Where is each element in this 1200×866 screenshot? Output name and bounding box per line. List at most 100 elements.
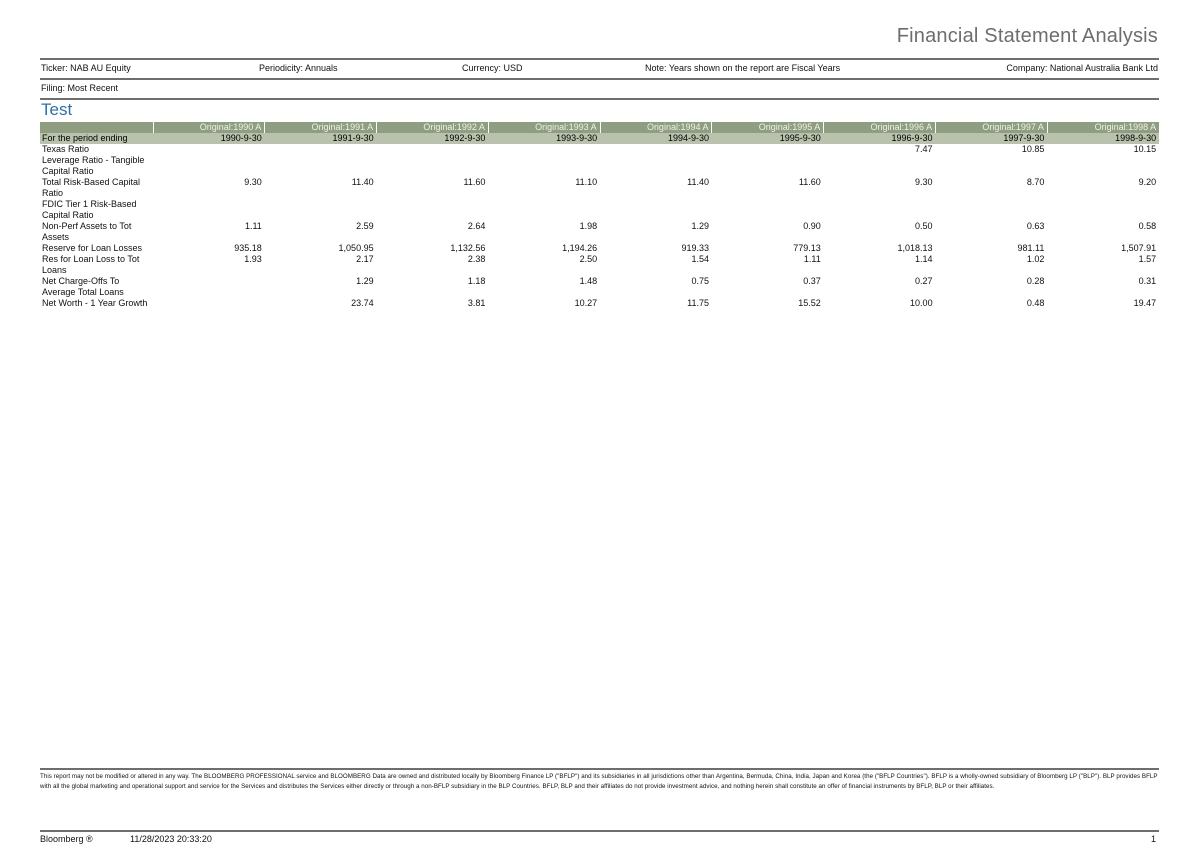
column-header: Original:1997 A [935,122,1048,133]
filing-label: Filing: Most Recent [41,83,119,93]
cell-value: 0.28 [1026,276,1045,286]
cell-value: 19.47 [1133,298,1157,308]
cell-value: 10.15 [1133,144,1157,154]
cell-value: 0.48 [1026,298,1045,308]
cell-value: 0.90 [803,221,821,231]
cell-value: 1.29 [691,221,709,231]
cell-value: 1.02 [1026,254,1045,264]
row-label: Non-Perf Assets to Tot Assets [42,221,132,242]
cell-value [265,144,377,155]
period-date: 1995-9-30 [711,133,824,144]
cell-value: 1.48 [579,276,598,286]
row-label: Net Worth - 1 Year Growth [42,298,148,308]
period-ending-row: For the period ending 1990-9-30 1991-9-3… [40,133,1160,144]
periodicity-label: Periodicity: Annuals [259,63,338,73]
ticker-label: Ticker: NAB AU Equity [41,63,131,73]
cell-value: 0.37 [803,276,821,286]
column-header: Original:1991 A [264,122,377,133]
row-label: Net Charge-Offs To Average Total Loans [42,276,124,297]
period-date: 1991-9-30 [264,133,377,144]
cell-value [600,144,712,155]
row-label: Reserve for Loan Losses [42,243,143,253]
cell-value: 8.70 [1026,177,1045,187]
cell-value [712,155,824,177]
cell-value: 1,018.13 [897,243,933,253]
period-ending-label: For the period ending [40,133,153,144]
cell-value: 7.47 [915,144,933,154]
cell-value [824,155,936,177]
cell-value: 2.59 [356,221,374,231]
legal-disclaimer: This report may not be modified or alter… [40,773,1158,790]
period-date: 1998-9-30 [1047,133,1160,144]
cell-value: 1.11 [803,254,821,264]
cell-value: 1.14 [915,254,933,264]
cell-value: 1.18 [467,276,486,286]
cell-value: 9.30 [915,177,933,187]
cell-value [153,276,265,298]
cell-value: 10.85 [1021,144,1045,154]
table-row: Total Risk-Based Capital Ratio 9.30 11.40 1… [40,177,1159,199]
column-header: Original:1994 A [599,122,712,133]
cell-value [153,144,265,155]
cell-value: 919.33 [681,243,709,253]
currency-label: Currency: USD [462,63,523,73]
financial-data-table: Original:1990 A Original:1991 A Original… [40,122,1160,309]
table-row: Net Worth - 1 Year Growth 23.74 3.81 10.27 1… [40,298,1159,309]
cell-value: 1.93 [244,254,262,264]
divider [40,768,1159,770]
cell-value: 1.11 [244,221,262,231]
cell-value: 1,050.95 [338,243,374,253]
row-label: Leverage Ratio - Tangible Capital Ratio [42,155,145,176]
cell-value [377,144,489,155]
table-row: Reserve for Loan Losses 935.18 1,050.95 1,1… [40,243,1159,254]
cell-value: 11.60 [463,177,486,187]
cell-value [936,199,1048,221]
cell-value: 10.27 [574,298,598,308]
cell-value [600,155,712,177]
column-header: Original:1993 A [487,122,601,133]
cell-value: 11.40 [351,177,374,187]
cell-value [488,155,600,177]
cell-value: 1,194.26 [562,243,598,253]
cell-value: 0.58 [1138,221,1157,231]
cell-value [824,199,936,221]
cell-value: 2.50 [579,254,598,264]
divider [40,78,1159,80]
period-date: 1994-9-30 [600,133,712,144]
cell-value [265,199,377,221]
table-row: Res for Loan Loss to Tot Loans 1.93 2.17 2.… [40,254,1159,276]
cell-value: 0.63 [1026,221,1045,231]
fiscal-year-note: Note: Years shown on the report are Fisc… [645,63,841,73]
column-header: Original:1992 A [376,122,489,133]
cell-value [1047,199,1159,221]
divider [40,830,1159,832]
cell-value: 3.81 [467,298,486,308]
cell-value: 2.17 [356,254,374,264]
cell-value: 2.64 [467,221,486,231]
period-date: 1990-9-30 [153,133,265,144]
table-row: Texas Ratio 7.47 10.85 10.15 [40,144,1159,155]
page-number: 1 [1150,834,1156,844]
cell-value [153,298,265,309]
divider [40,58,1159,60]
cell-value: 1,132.56 [450,243,486,253]
cell-value: 935.18 [234,243,262,253]
cell-value [600,199,712,221]
cell-value [712,199,824,221]
cell-value [488,199,600,221]
cell-value: 2.38 [467,254,486,264]
cell-value: 11.60 [798,177,821,187]
cell-value [712,144,824,155]
cell-value: 11.10 [575,177,598,187]
cell-value: 779.13 [793,243,821,253]
cell-value: 0.50 [915,221,933,231]
cell-value [936,155,1048,177]
cell-value: 0.27 [915,276,933,286]
column-header: Original:1998 A [1046,122,1160,133]
cell-value: 1.98 [579,221,598,231]
cell-value: 981.11 [1017,243,1045,253]
period-date: 1997-9-30 [935,133,1048,144]
cell-value: 1.57 [1138,254,1157,264]
period-date: 1992-9-30 [376,133,489,144]
cell-value: 10.00 [910,298,933,308]
